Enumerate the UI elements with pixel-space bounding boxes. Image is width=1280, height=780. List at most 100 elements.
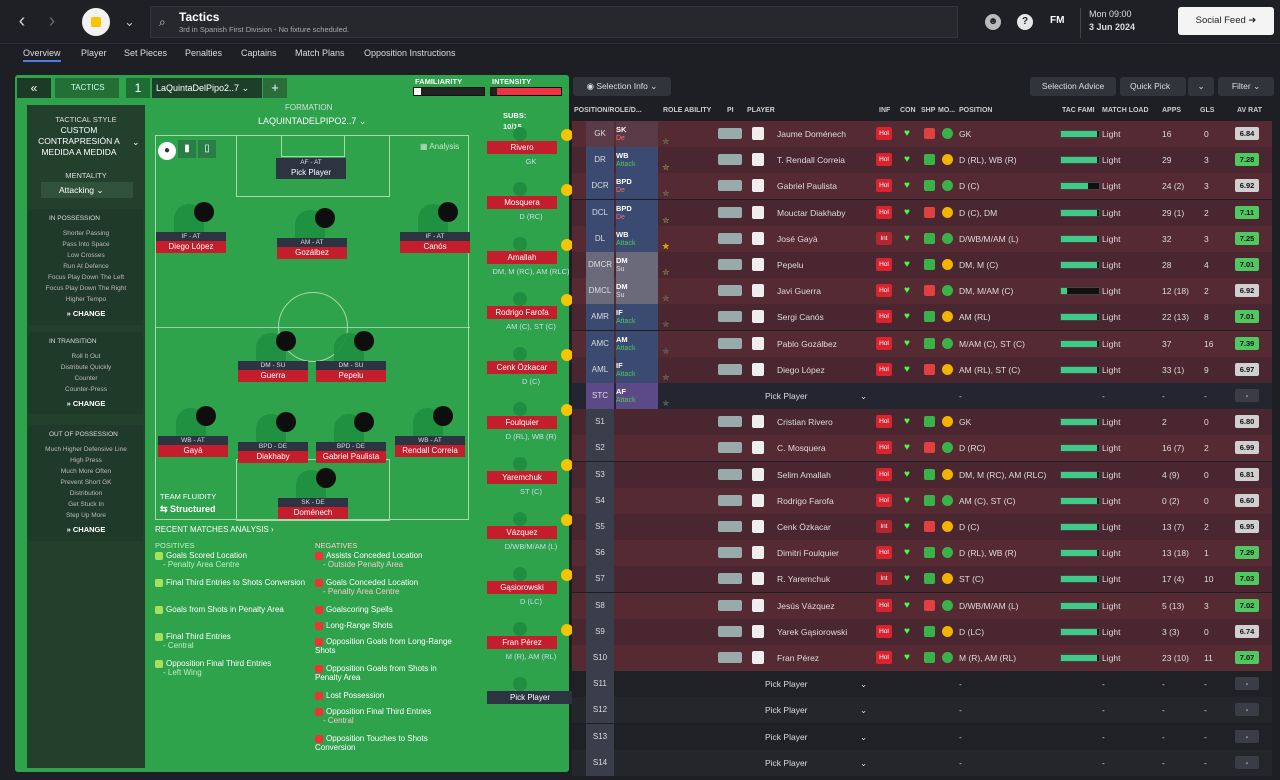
table-row[interactable]: S3 Selim Amallah Hol ♥ DM, M (RC), AM (RLC) L… xyxy=(572,461,1272,488)
info-badge[interactable]: Hol xyxy=(876,205,892,219)
player-instructions-icon[interactable] xyxy=(718,154,742,166)
info-badge[interactable]: Hol xyxy=(876,310,892,324)
pitch-player-slot[interactable]: BPD - DE Diakhaby xyxy=(238,410,310,470)
chevron-down-icon[interactable]: ⌄ xyxy=(1188,77,1214,96)
sub-player-name[interactable]: Rodrigo Farofa xyxy=(487,306,557,319)
negative-item[interactable]: Goals Conceded Location - Penalty Area Ce… xyxy=(315,578,465,596)
in-transition-box[interactable]: IN TRANSITION Roll It Out Distribute Quic… xyxy=(29,332,143,414)
role-dropdown[interactable]: IF Attack xyxy=(616,304,658,331)
pick-player-dropdown[interactable]: Pick Player xyxy=(765,391,808,401)
player-instructions-icon[interactable] xyxy=(718,259,742,270)
player-name[interactable]: Sergi Canós xyxy=(777,312,824,323)
chevron-down-icon[interactable]: ⌄ xyxy=(860,731,868,742)
position-cell[interactable]: S6 xyxy=(586,540,614,567)
intensity-meter[interactable] xyxy=(490,87,562,96)
player-name[interactable]: Rodrigo Farofa xyxy=(777,495,834,506)
player-instructions-icon[interactable] xyxy=(718,337,742,349)
bar-chart-icon[interactable]: ▮ xyxy=(178,140,196,158)
col-player[interactable]: PLAYER xyxy=(747,107,775,114)
info-badge[interactable]: Int xyxy=(876,520,892,533)
date-box[interactable]: Mon 09:00 3 Jun 2024 xyxy=(1080,8,1170,38)
add-tactic-button[interactable]: + xyxy=(263,78,287,98)
player-instructions-icon[interactable] xyxy=(718,206,742,218)
col-role-ability[interactable]: ROLE ABILITY xyxy=(663,107,712,114)
role-dropdown[interactable]: WB Attack xyxy=(616,147,658,174)
player-instructions-icon[interactable] xyxy=(718,128,742,139)
info-badge[interactable]: Int xyxy=(876,231,892,245)
player-instructions-icon[interactable] xyxy=(718,311,742,323)
sub-player-name[interactable]: Amallah xyxy=(487,251,557,264)
position-cell[interactable]: S1 xyxy=(586,409,614,436)
pitch-player-name[interactable]: Guerra xyxy=(238,370,308,382)
info-badge[interactable]: Hol xyxy=(876,258,892,271)
negative-item[interactable]: Assists Conceded Location - Outside Penal… xyxy=(315,551,465,569)
player-instructions-icon[interactable] xyxy=(718,547,742,559)
position-cell[interactable]: S13 xyxy=(586,723,614,750)
info-badge[interactable]: Hol xyxy=(876,598,892,612)
negative-item[interactable]: Opposition Goals from Long-Range Shots xyxy=(315,637,465,655)
pitch-player-name[interactable]: Diakhaby xyxy=(238,451,308,463)
club-crest[interactable] xyxy=(80,6,112,38)
info-badge[interactable]: Hol xyxy=(876,127,892,140)
role-dropdown[interactable]: BPD De xyxy=(616,173,658,200)
pitch-player-slot[interactable]: BPD - DE Gabriel Paulista xyxy=(316,410,388,470)
collapse-icon[interactable]: « xyxy=(17,78,51,98)
swap-arrow-icon[interactable] xyxy=(561,184,573,196)
info-badge[interactable]: Hol xyxy=(876,624,892,638)
position-cell[interactable]: STC xyxy=(586,383,614,409)
player-name[interactable]: Cenk Özkacar xyxy=(777,522,831,532)
sub-player-name[interactable]: Yaremchuk xyxy=(487,471,557,484)
player-name[interactable]: Pepelu xyxy=(777,260,804,270)
info-badge[interactable]: Hol xyxy=(876,179,892,193)
table-row[interactable]: DMCR DM Su ★ ★ ★ ★ ★ Pepelu Hol ♥ DM, M (C) Light 28 4… xyxy=(572,252,1272,278)
positive-item[interactable]: Final Third Entries - Central xyxy=(155,632,310,650)
col-inf[interactable]: INF xyxy=(879,107,891,114)
pitch-player-slot[interactable]: SK - DE Doménech xyxy=(278,466,350,526)
table-row[interactable]: AMC AM Attack ★ ★ ★ ★ ★ Pablo Gozálbez Hol ♥ M/AM (… xyxy=(572,330,1272,357)
swap-arrow-icon[interactable] xyxy=(561,569,573,581)
player-name[interactable]: C. Mosquera xyxy=(777,443,826,454)
change-button[interactable]: » CHANGE xyxy=(66,309,106,318)
swap-arrow-icon[interactable] xyxy=(561,129,573,141)
player-name[interactable]: Dimitri Foulquier xyxy=(777,548,839,559)
pitch-player-name[interactable]: Pepelu xyxy=(316,370,386,382)
tactic-number[interactable]: 1 xyxy=(126,78,150,98)
quick-pick-button[interactable]: Quick Pick xyxy=(1120,77,1186,96)
player-instructions-icon[interactable] xyxy=(718,599,742,611)
col-position[interactable]: POSITION xyxy=(959,107,993,114)
recent-matches-analysis-title[interactable]: RECENT MATCHES ANALYSIS › xyxy=(155,525,274,534)
player-name[interactable]: Javi Guerra xyxy=(777,286,821,297)
formation-dropdown[interactable]: LAQUINTADELPIPO2..7 ⌄ xyxy=(258,116,367,126)
info-badge[interactable]: Hol xyxy=(876,284,892,298)
player-instructions-icon[interactable] xyxy=(718,285,742,297)
tactic-name-dropdown[interactable]: LaQuintaDelPipo2..7 ⌄ xyxy=(152,78,262,98)
position-cell[interactable]: S7 xyxy=(586,566,614,593)
info-badge[interactable]: Hol xyxy=(876,546,892,560)
table-row[interactable]: DL WB Attack ★ ★ ★ ★ ★ José Gayà Int ♥ D/WB/M/AM (L… xyxy=(572,225,1272,252)
chevron-down-icon[interactable]: ⌄ xyxy=(124,14,135,29)
sub-player-name[interactable]: Cenk Özkacar xyxy=(487,361,557,374)
mentality-dropdown[interactable]: Attacking ⌄ xyxy=(41,182,133,198)
pitch-player-name[interactable]: Diego López xyxy=(156,241,226,253)
pitch-view-icon[interactable]: ▯ xyxy=(198,140,216,158)
table-row[interactable]: S13 Pick Player ⌄ - - - - - xyxy=(572,723,1272,750)
chevron-down-icon[interactable]: ⌄ xyxy=(860,679,868,690)
back-icon[interactable]: ‹ xyxy=(18,10,26,32)
col-pi[interactable]: PI xyxy=(727,107,734,114)
position-cell[interactable]: AML xyxy=(586,356,614,383)
sub-player-name[interactable]: Vázquez xyxy=(487,526,557,539)
tab-penalties[interactable]: Penalties xyxy=(185,48,223,58)
team-fluidity-value[interactable]: ⇆ Structured xyxy=(160,504,216,514)
player-name[interactable]: Selim Amallah xyxy=(777,469,831,480)
player-name[interactable]: Fran Pérez xyxy=(777,653,820,663)
info-badge[interactable]: Hol xyxy=(876,336,892,350)
col-position-role[interactable]: POSITION/ROLE/D... xyxy=(574,107,642,114)
pitch-player-slot[interactable]: IF - AT Canós xyxy=(400,200,472,260)
fm-logo[interactable]: FM xyxy=(1050,15,1065,26)
table-row[interactable]: S1 Cristian Rivero Hol ♥ GK Light 2 0 6.80 xyxy=(572,409,1272,436)
player-instructions-icon[interactable] xyxy=(718,521,742,532)
out-of-possession-box[interactable]: OUT OF POSSESSION Much Higher Defensive … xyxy=(29,425,143,541)
tab-player[interactable]: Player xyxy=(81,48,107,58)
player-instructions-icon[interactable] xyxy=(718,573,742,585)
role-dropdown[interactable]: IF Attack xyxy=(616,356,658,383)
